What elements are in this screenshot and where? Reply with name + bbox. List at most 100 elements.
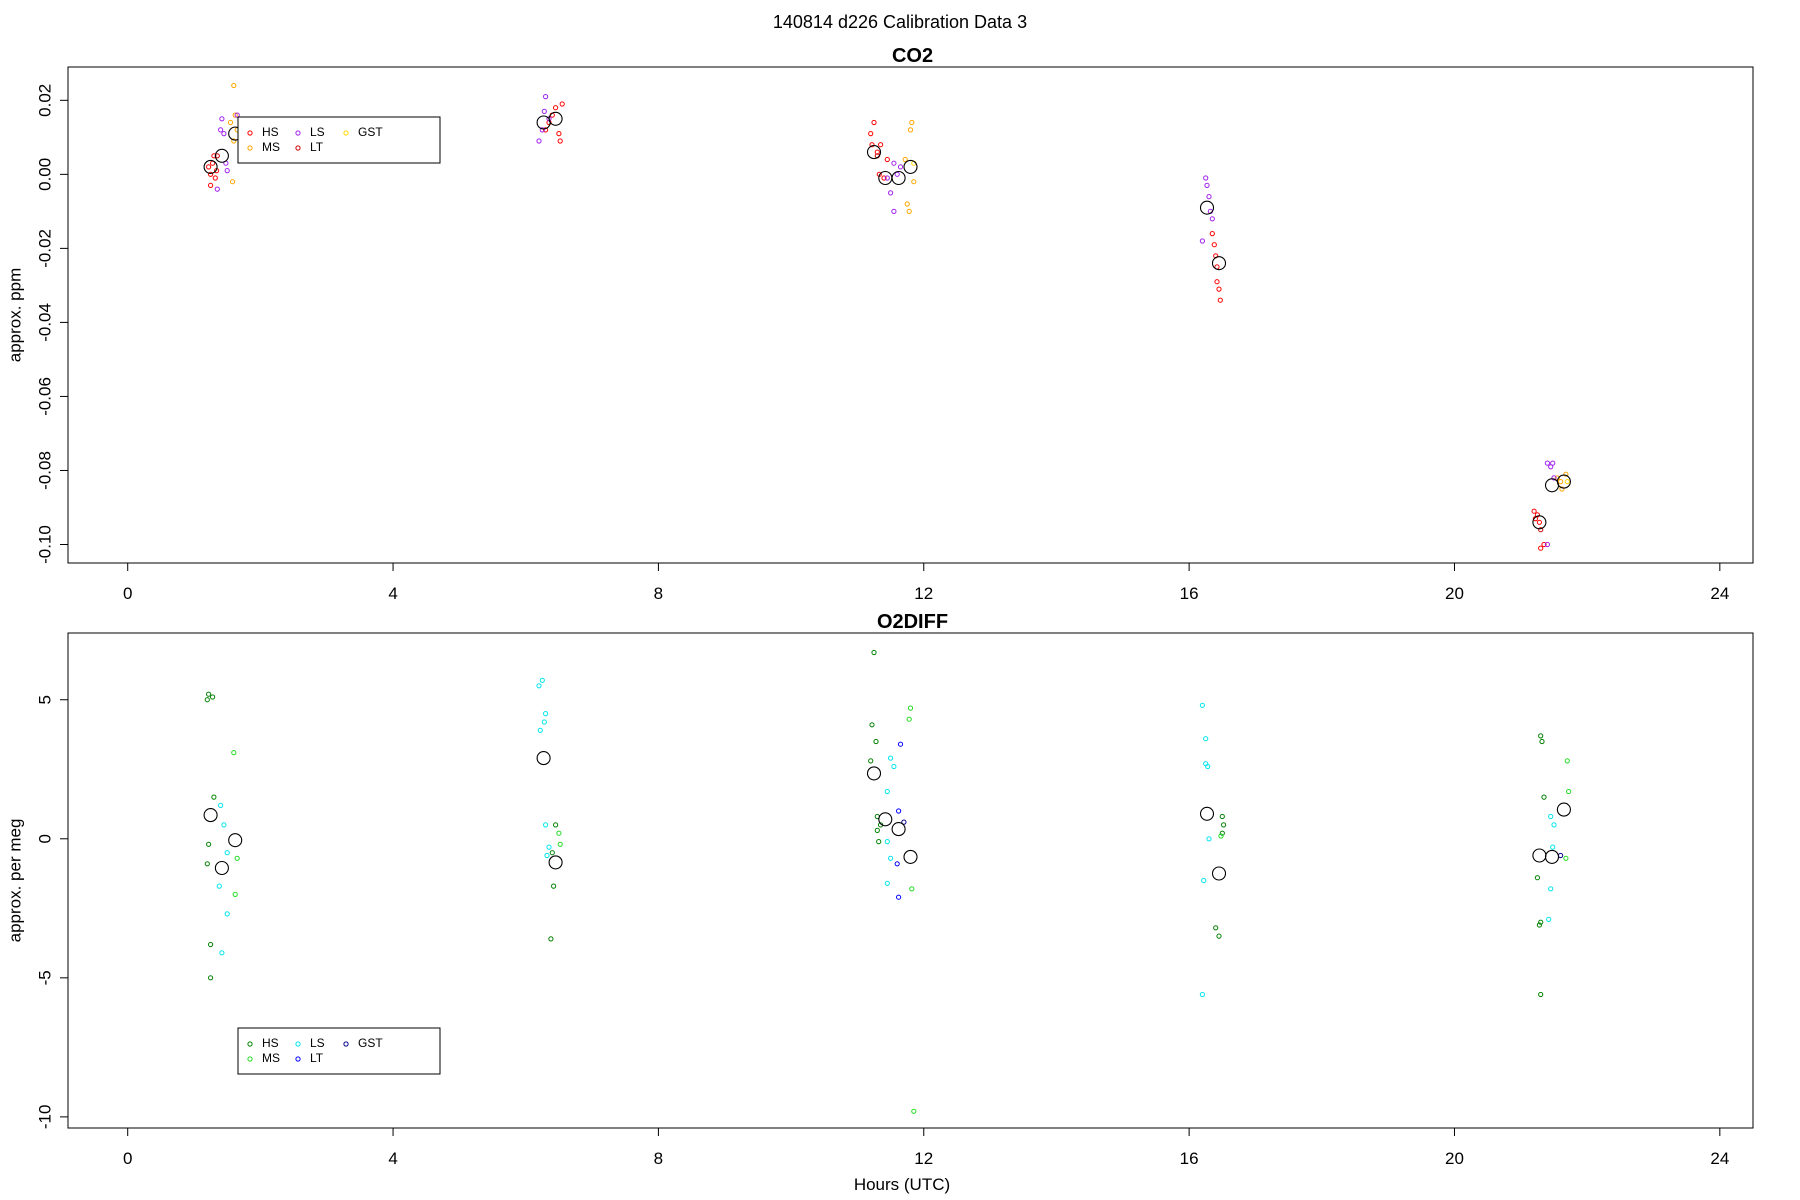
mean-point (1556, 802, 1571, 817)
data-point-ls (1548, 886, 1554, 892)
mean-point (214, 148, 229, 163)
y-tick-label: 0 (35, 834, 54, 843)
data-point-hs (1534, 875, 1541, 881)
mean-point (536, 115, 551, 130)
data-point-ls (891, 160, 897, 166)
data-point-ls (214, 186, 220, 192)
legend-label: HS (262, 1036, 279, 1050)
data-point-ls (1203, 175, 1209, 181)
legend-label: MS (262, 140, 280, 154)
data-point-ls (891, 763, 897, 770)
data-point-ls (888, 855, 894, 861)
data-point-ls (224, 850, 230, 856)
data-point-ls (1544, 460, 1551, 466)
data-point-lt (894, 861, 900, 867)
data-point-ls (536, 138, 542, 144)
x-tick-label: 0 (123, 1149, 132, 1168)
data-point-ls (1199, 238, 1206, 244)
mean-point (891, 170, 906, 186)
data-point-ls (543, 822, 549, 828)
data-point-ms (1559, 486, 1565, 492)
mean-point (903, 159, 918, 174)
data-point-ms (907, 127, 914, 133)
x-tick-label: 0 (123, 584, 132, 603)
data-point-ls (1204, 182, 1210, 188)
data-point-gst (1564, 479, 1570, 485)
legend-marker (343, 130, 349, 136)
data-point-ls (891, 208, 897, 214)
data-point-lt (897, 741, 904, 747)
legend-label: MS (262, 1051, 280, 1065)
data-point-hs (869, 722, 875, 728)
data-point-hs (211, 153, 217, 159)
mean-point (1544, 478, 1560, 493)
data-point-ls (543, 94, 549, 100)
data-point-hs (1534, 512, 1541, 518)
y-axis-label: approx. ppm (5, 268, 24, 363)
data-point-hs (876, 839, 882, 845)
data-point-ms (911, 1108, 917, 1114)
data-point-ls (539, 677, 545, 683)
data-point-hs (210, 694, 216, 700)
y-tick-label: -10 (35, 1105, 54, 1130)
data-point-hs (211, 794, 217, 800)
data-point-ls (221, 822, 227, 828)
y-axis: 5 0 -5 -10 (35, 695, 69, 1130)
x-tick-label: 24 (1710, 584, 1729, 603)
data-point-ls (224, 911, 230, 917)
mean-point (891, 822, 906, 837)
data-points (203, 82, 1571, 551)
data-point-ls (219, 116, 225, 122)
x-axis: 0 4 8 12 16 20 24 (123, 562, 1729, 603)
data-point-hs (556, 131, 562, 137)
data-point-ls (1206, 836, 1212, 842)
data-point-ls (224, 168, 230, 174)
data-point-ms (556, 830, 562, 836)
data-point-hs (204, 861, 210, 867)
data-point-ls (541, 108, 547, 115)
data-point-ms (232, 891, 238, 898)
legend-label: GST (358, 1036, 383, 1050)
legend-marker (295, 1056, 301, 1062)
data-point-hs (1214, 279, 1220, 285)
data-point-ms (1564, 758, 1570, 764)
mean-point (1556, 474, 1571, 489)
mean-point (214, 860, 229, 876)
data-point-hs (206, 164, 212, 170)
data-point-ls (884, 175, 890, 181)
data-point-ls (1544, 541, 1551, 548)
data-point-hs (1216, 286, 1222, 292)
mean-point (903, 849, 918, 864)
data-point-hs (548, 936, 554, 942)
mean-point (1211, 866, 1227, 881)
data-point-hs (1216, 933, 1222, 939)
data-point-hs (553, 822, 559, 828)
mean-point (536, 751, 551, 766)
mean-point (1532, 515, 1547, 530)
legend-marker (247, 1041, 253, 1047)
mean-point (548, 111, 563, 126)
data-point-hs (551, 883, 557, 889)
data-point-ls (884, 839, 890, 845)
data-point-ls (884, 788, 890, 795)
legend-marker (247, 145, 253, 151)
data-point-ls (544, 852, 550, 859)
mean-point (1199, 806, 1215, 821)
data-point-hs (1213, 925, 1219, 931)
data-point-ls (1205, 763, 1211, 770)
data-point-hs (204, 697, 210, 703)
x-axis-label: Hours (UTC) (854, 1175, 950, 1194)
y-tick-label: -0.08 (35, 451, 54, 490)
data-point-hs (1219, 813, 1225, 820)
data-point-hs (1538, 733, 1544, 739)
data-point-hs (1531, 508, 1537, 514)
data-point-ls (218, 127, 224, 133)
data-point-ms (906, 208, 912, 214)
data-point-ms (911, 179, 917, 185)
x-tick-label: 12 (914, 584, 933, 603)
x-tick-label: 20 (1445, 1149, 1464, 1168)
data-point-ls (1551, 475, 1557, 481)
data-point-ls (1209, 216, 1215, 222)
data-point-ls (1199, 991, 1206, 998)
